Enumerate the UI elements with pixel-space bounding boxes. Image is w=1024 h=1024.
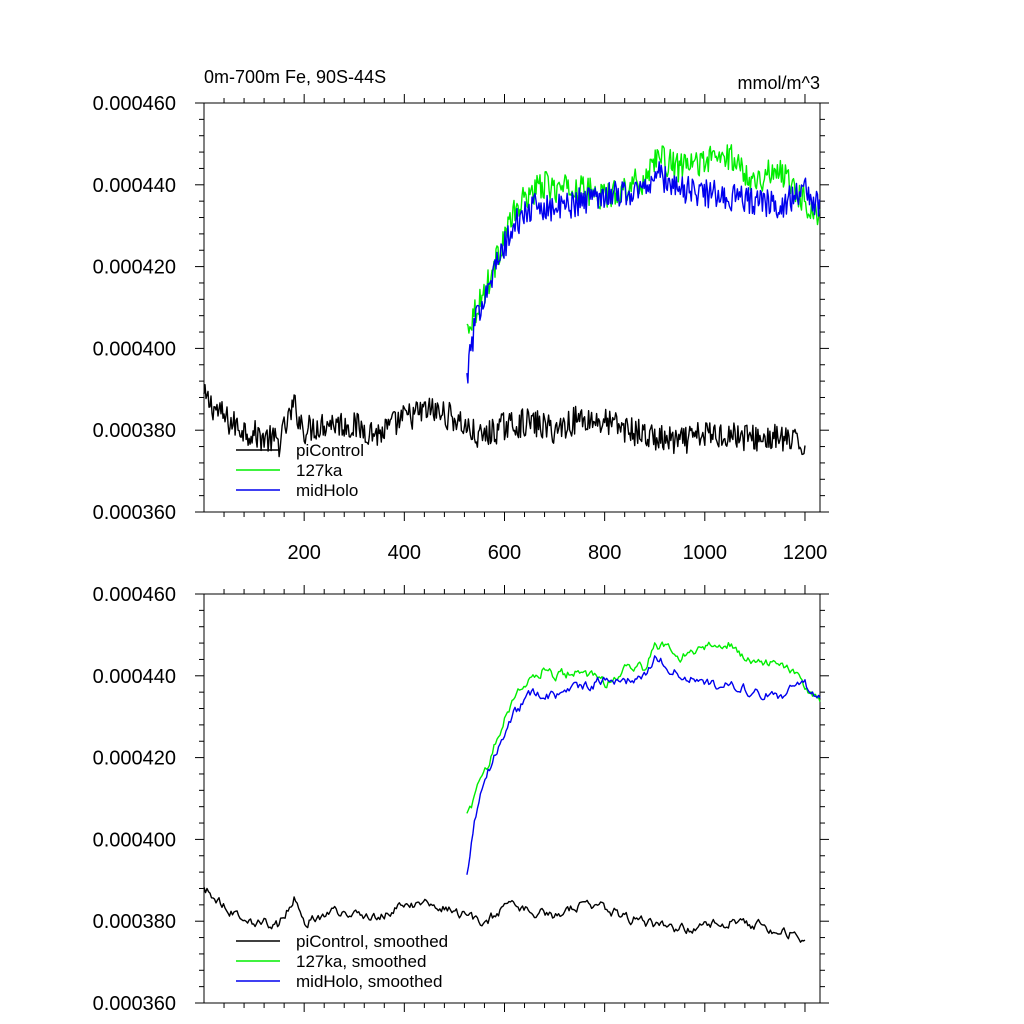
chart-title: 0m-700m Fe, 90S-44S bbox=[204, 67, 386, 87]
series-line-2 bbox=[466, 655, 821, 875]
y-tick-label: 0.000400 bbox=[93, 338, 176, 360]
x-tick-label: 1000 bbox=[683, 542, 728, 564]
series-line-1 bbox=[466, 144, 821, 334]
bottom-panel: 0.000360 0.000380 0.000400 0.000420 0.000440… bbox=[93, 584, 829, 1015]
series-line-0 bbox=[203, 886, 806, 943]
y-tick-label: 0.000380 bbox=[93, 911, 176, 933]
y-tick-label: 0.000420 bbox=[93, 257, 176, 279]
legend-label: midHolo bbox=[296, 481, 358, 500]
plot-frame bbox=[203, 593, 821, 1004]
top-panel: 200 400 600 800 1000 1200 0.000360 0.000380 0.00… bbox=[93, 93, 829, 564]
legend-label: piControl, smoothed bbox=[296, 932, 448, 951]
y-tick-label: 0.000460 bbox=[93, 584, 176, 606]
y-tick-label: 0.000360 bbox=[93, 502, 176, 524]
legend-label: midHolo, smoothed bbox=[296, 972, 442, 991]
y-tick-label: 0.000440 bbox=[93, 175, 176, 197]
series-line-0 bbox=[203, 384, 806, 458]
y-tick-label: 0.000460 bbox=[93, 93, 176, 115]
legend-label: 127ka, smoothed bbox=[296, 952, 426, 971]
legend-label: piControl bbox=[296, 441, 364, 460]
y-tick-label: 0.000360 bbox=[93, 993, 176, 1015]
series-line-2 bbox=[466, 161, 821, 384]
x-tick-label: 600 bbox=[488, 542, 521, 564]
y-tick-label: 0.000400 bbox=[93, 829, 176, 851]
x-tick-label: 200 bbox=[287, 542, 320, 564]
series-line-1 bbox=[466, 641, 821, 814]
chart-units: mmol/m^3 bbox=[738, 73, 820, 93]
x-tick-label: 800 bbox=[588, 542, 621, 564]
y-tick-label: 0.000420 bbox=[93, 748, 176, 770]
y-tick-label: 0.000380 bbox=[93, 420, 176, 442]
legend-label: 127ka bbox=[296, 461, 343, 480]
x-tick-label: 400 bbox=[388, 542, 421, 564]
y-tick-label: 0.000440 bbox=[93, 666, 176, 688]
x-tick-label: 1200 bbox=[783, 542, 828, 564]
plot-frame bbox=[203, 102, 821, 513]
